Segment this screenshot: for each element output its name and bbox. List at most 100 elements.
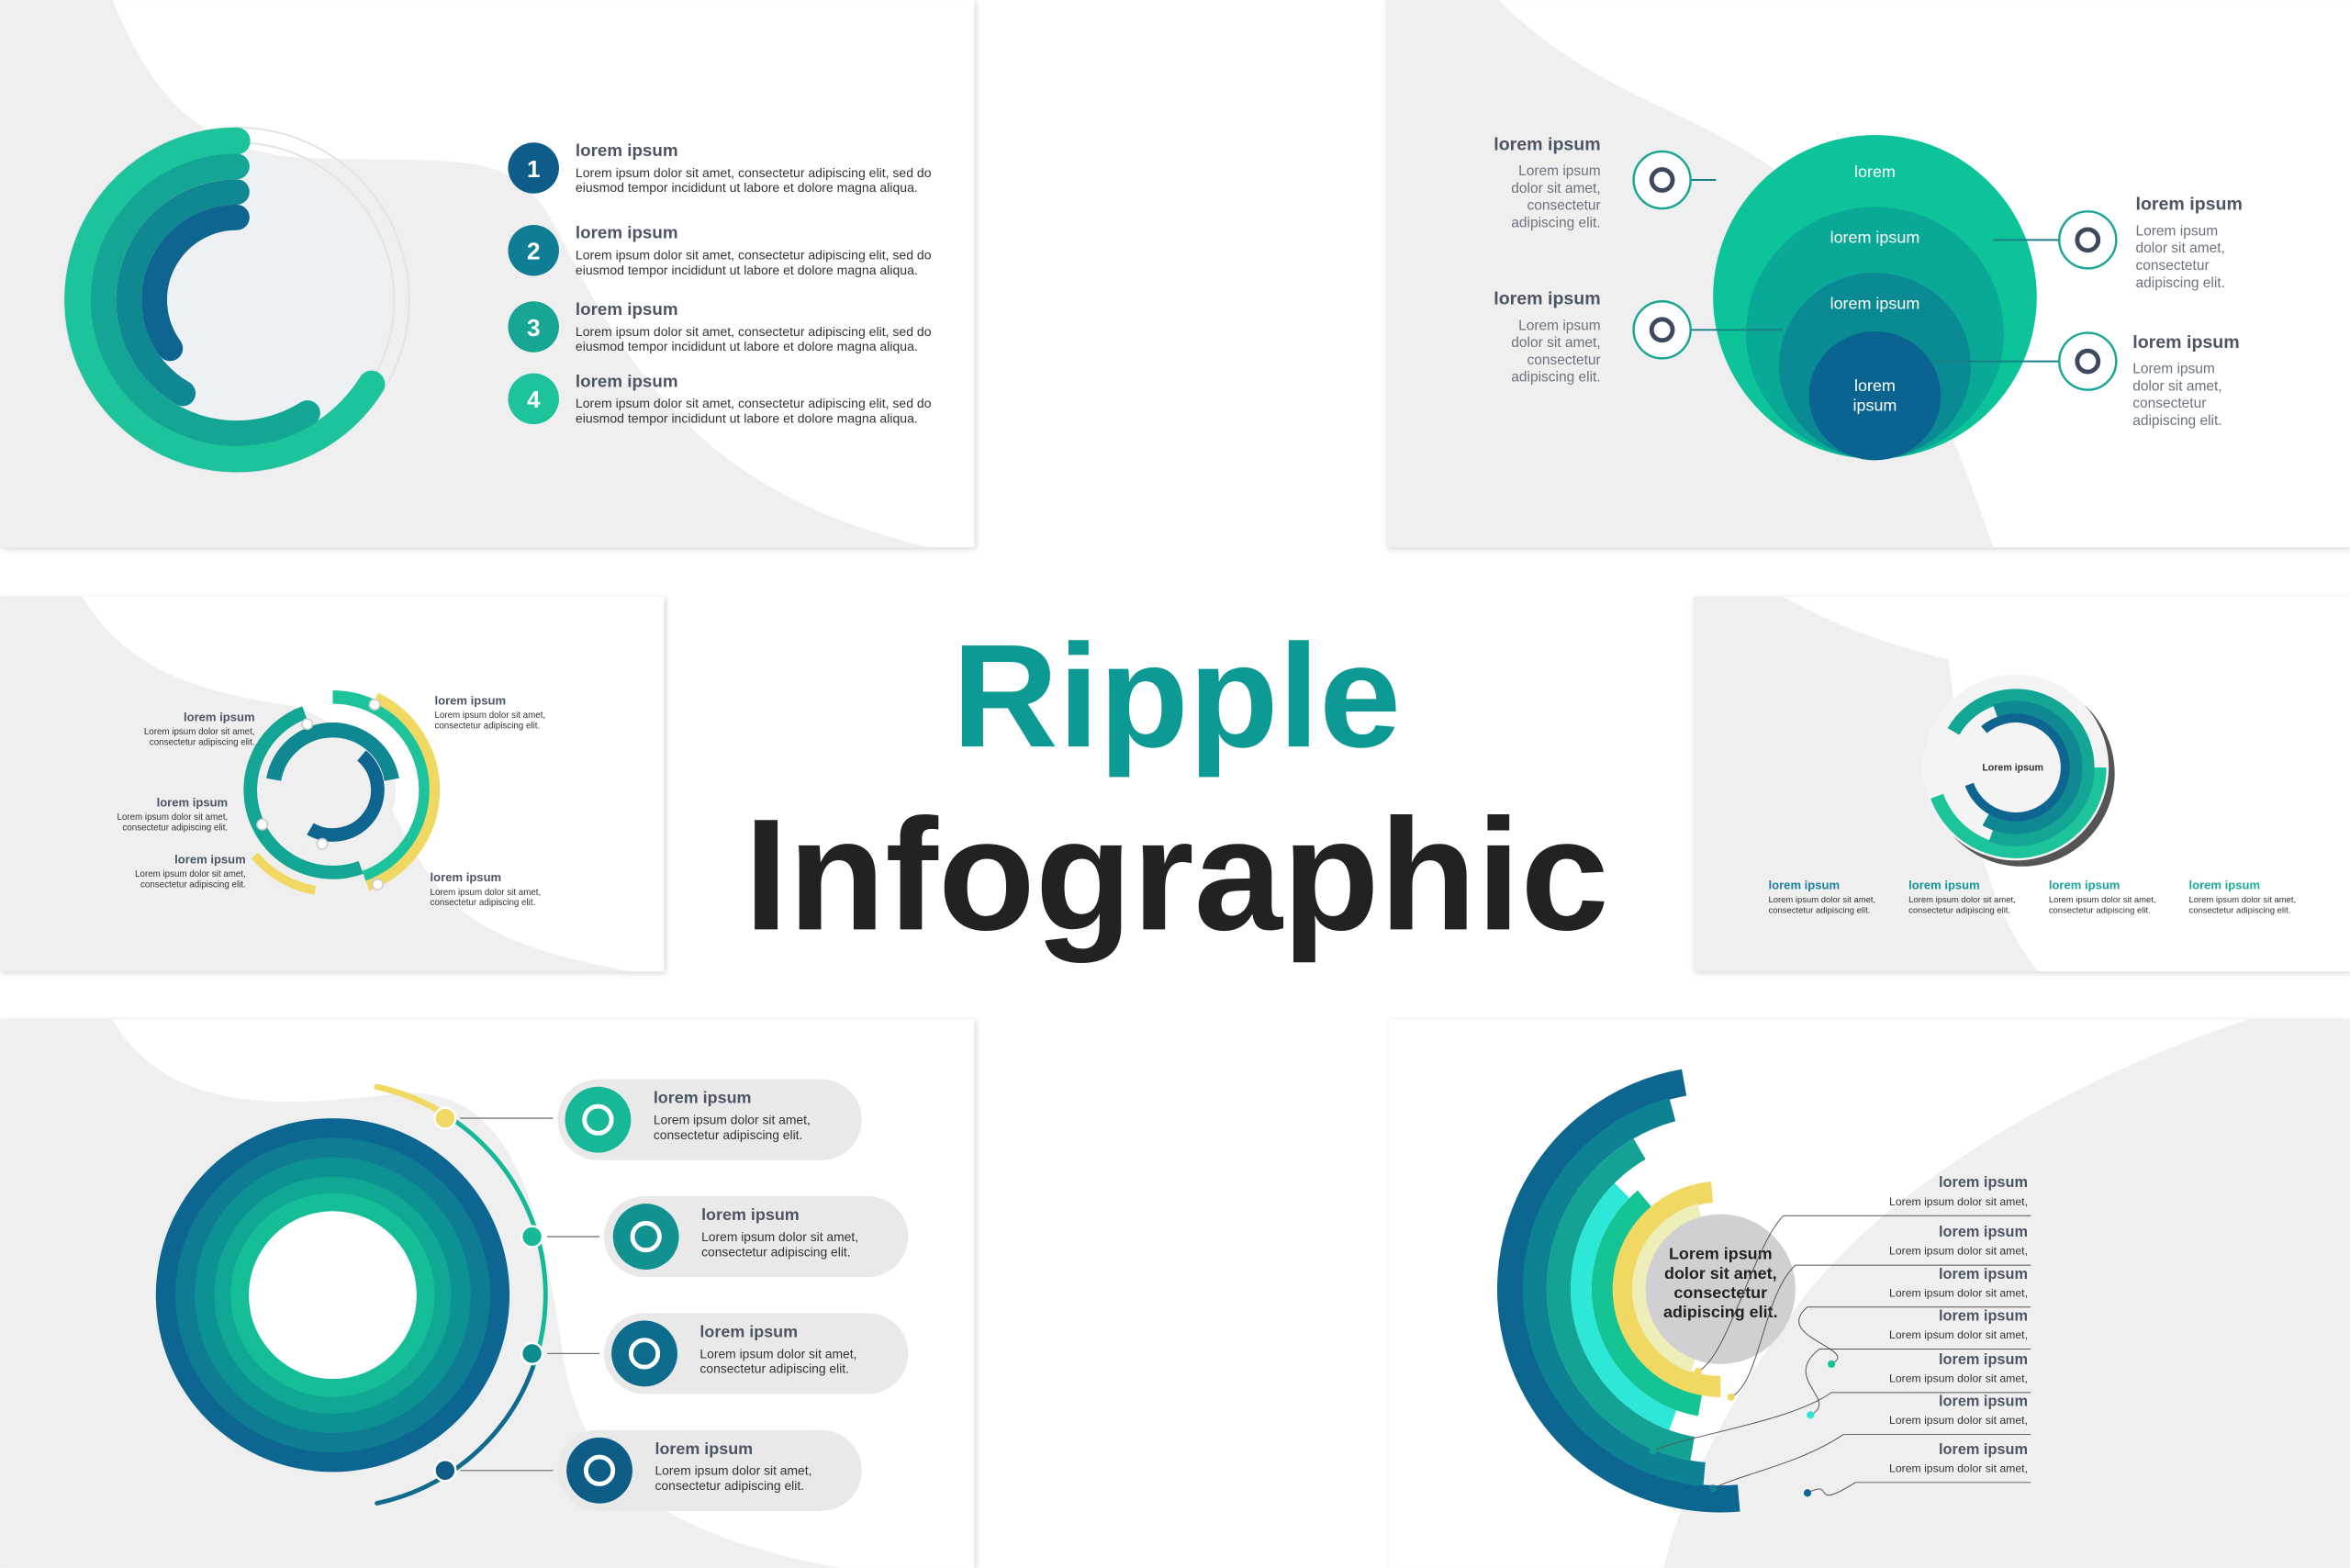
disc-item-title: lorem ipsum xyxy=(1769,878,1841,891)
item-title: lorem ipsum xyxy=(1939,1441,2028,1458)
icon-glyph xyxy=(630,1220,662,1253)
disc-item-line: consectetur adipiscing elit. xyxy=(2188,905,2290,915)
info-card xyxy=(557,1429,862,1511)
list-item: 4 lorem ipsum Lorem ipsum dolor sit amet, … xyxy=(508,371,932,426)
item-title: lorem ipsum xyxy=(576,140,678,160)
card-line: Lorem ipsum dolor sit amet, xyxy=(701,1229,858,1244)
segment-title: lorem ipsum xyxy=(157,795,229,809)
list-item: 1 lorem ipsum Lorem ipsum dolor sit amet, … xyxy=(508,140,932,195)
layer-label: lorem xyxy=(1854,162,1896,181)
marker-dot xyxy=(368,698,381,711)
item-line: Lorem ipsum dolor sit amet, consectetur … xyxy=(576,324,932,339)
gear-wrench-icon xyxy=(566,1437,632,1504)
info-card xyxy=(603,1313,909,1394)
icon-glyph xyxy=(1649,167,1675,193)
ring-arc-4 xyxy=(141,204,250,362)
number-label: 1 xyxy=(527,155,541,183)
timeline-arc-green xyxy=(436,1108,548,1371)
card-line: consectetur adipiscing elit. xyxy=(654,1127,803,1142)
title-infographic: Infographic xyxy=(744,785,1609,963)
info-card xyxy=(557,1079,862,1160)
card-line: consectetur adipiscing elit. xyxy=(701,1244,851,1259)
block-line: consectetur xyxy=(1528,353,1601,368)
segment-line: consectetur adipiscing elit. xyxy=(431,898,536,908)
ring-chart xyxy=(63,126,410,474)
item-title: lorem ipsum xyxy=(576,371,678,390)
segment-line: Lorem ipsum dolor sit amet, xyxy=(144,727,255,737)
item-line: Lorem ipsum dolor sit amet, consectetur … xyxy=(576,248,932,263)
block-line: dolor sit amet, xyxy=(2136,241,2225,256)
marker-dot xyxy=(371,878,384,890)
card-line: consectetur adipiscing elit. xyxy=(699,1361,849,1376)
segment-inner-teal xyxy=(266,722,399,781)
disc-item-title: lorem ipsum xyxy=(1908,878,1980,891)
segment-line: consectetur adipiscing elit. xyxy=(140,880,246,890)
timeline-dot xyxy=(520,1225,544,1249)
support-24-icon xyxy=(2058,210,2118,270)
clock-arrows-icon xyxy=(2058,331,2118,391)
block-line: consectetur xyxy=(2136,258,2210,274)
disc-center-label: Lorem ipsum xyxy=(1982,762,2043,773)
card-line: Lorem ipsum dolor sit amet, xyxy=(699,1346,856,1361)
block-line: adipiscing elit. xyxy=(2132,413,2221,429)
item-line: Lorem ipsum dolor sit amet, xyxy=(1889,1286,2028,1299)
item-line: Lorem ipsum dolor sit amet, consectetur … xyxy=(576,165,932,180)
item-line: Lorem ipsum dolor sit amet, xyxy=(1889,1414,2028,1427)
block-title: lorem ipsum xyxy=(1494,289,1600,309)
semi-ring-4 xyxy=(1571,1182,1677,1430)
item-title: lorem ipsum xyxy=(1939,1224,2028,1240)
block-line: Lorem ipsum xyxy=(2136,223,2219,239)
layer-label: ipsum xyxy=(1853,396,1897,414)
disc-item-line: consectetur adipiscing elit. xyxy=(2049,905,2151,915)
item-line: Lorem ipsum dolor sit amet, xyxy=(1889,1462,2028,1474)
item-line: eiusmod tempor incididunt ut labore et d… xyxy=(576,411,918,426)
timeline-dot xyxy=(433,1106,457,1130)
leader-dot xyxy=(1694,1367,1702,1376)
ring-arc-1 xyxy=(64,127,386,473)
semi-ring-5 xyxy=(1591,1190,1703,1417)
leader-line xyxy=(1805,1349,2031,1416)
ring-center xyxy=(166,229,308,371)
block-title: lorem ipsum xyxy=(2132,332,2239,353)
layer-label: lorem ipsum xyxy=(1830,294,1920,312)
leader-dot xyxy=(1649,1447,1657,1455)
item-line: Lorem ipsum dolor sit amet, xyxy=(1889,1372,2028,1384)
semi-ring-6 xyxy=(1612,1182,1721,1397)
leader-dot xyxy=(1727,1393,1735,1401)
disc-item-line: Lorem ipsum dolor sit amet, xyxy=(2049,895,2156,905)
layer-label: lorem ipsum xyxy=(1830,229,1920,247)
icon-glyph xyxy=(1649,317,1675,343)
card-line: Lorem ipsum dolor sit amet, xyxy=(655,1463,811,1478)
block-line: dolor sit amet, xyxy=(2132,378,2221,394)
center-text: dolor sit amet, xyxy=(1664,1264,1777,1282)
segment-title: lorem ipsum xyxy=(174,853,246,867)
disc-item-line: Lorem ipsum dolor sit amet, xyxy=(2188,895,2296,905)
semi-ring-7 xyxy=(1631,1204,1702,1372)
block-line: Lorem ipsum xyxy=(1518,163,1601,179)
segment-line: consectetur adipiscing elit. xyxy=(122,823,228,834)
ring-arc-2 xyxy=(90,153,320,446)
slide-layered-disc: Lorem ipsum lorem ipsum Lorem ipsum dolor … xyxy=(1693,596,2350,972)
item-title: lorem ipsum xyxy=(576,299,678,319)
disc-ring-1 xyxy=(1930,767,2107,858)
segment-line: consectetur adipiscing elit. xyxy=(150,738,255,748)
item-title: lorem ipsum xyxy=(1939,1307,2028,1324)
card-title: lorem ipsum xyxy=(655,1439,753,1458)
semi-ring-3 xyxy=(1546,1138,1695,1461)
clock-arrows-icon xyxy=(611,1320,677,1387)
marker-dot xyxy=(316,837,329,850)
timeline-arc-yellow xyxy=(374,1083,442,1114)
disc-center xyxy=(1972,723,2060,812)
layer-label: lorem xyxy=(1854,376,1896,395)
layer-4 xyxy=(1808,330,1942,461)
segment-line: Lorem ipsum dolor sit amet, xyxy=(431,888,542,898)
icon-glyph xyxy=(2075,348,2101,375)
leader-line xyxy=(1730,1264,2031,1398)
timeline-dot xyxy=(433,1459,457,1483)
block-title: lorem ipsum xyxy=(2136,195,2243,215)
semi-ring-2 xyxy=(1522,1098,1706,1486)
icon-glyph xyxy=(582,1103,614,1136)
semi-ring-1 xyxy=(1497,1069,1740,1513)
